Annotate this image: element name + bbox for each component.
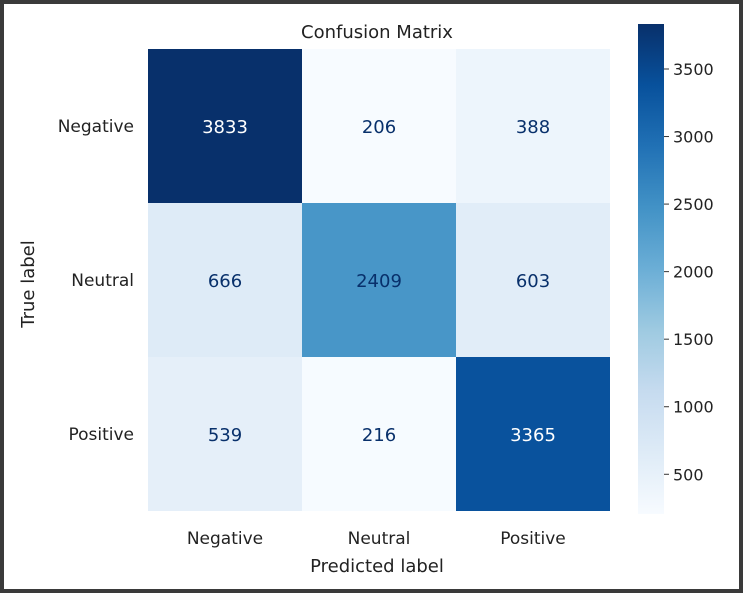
colorbar-ticks: 500 1000 1500 2000 2500 3000 3500 [664,60,714,484]
colorbar-tick-label-4: 2500 [673,195,714,214]
colorbar [638,24,664,514]
heatmap-cell-0-0 [148,49,302,203]
confusion-matrix-chart: Confusion Matrix 3833 206 388 666 2409 603 539… [18,22,714,577]
heatmap-cell-2-2 [456,357,610,511]
y-tick-label-1: Neutral [71,271,134,291]
colorbar-tick-label-1: 1000 [673,398,714,417]
cell-value-1-0: 666 [208,271,242,292]
cell-value-2-0: 539 [208,425,242,446]
heatmap-cell-2-0 [148,357,302,511]
x-tick-labels: Negative Neutral Positive [187,529,566,549]
heatmap-cells [148,49,610,511]
heatmap-cell-0-2 [456,49,610,203]
heatmap-cell-0-1 [302,49,456,203]
x-tick-label-1: Neutral [348,529,411,549]
cell-value-0-0: 3833 [202,117,248,138]
y-tick-label-0: Negative [58,117,134,137]
colorbar-tick-label-0: 500 [673,465,704,484]
cell-value-1-1: 2409 [356,271,402,292]
colorbar-tick-label-6: 3500 [673,60,714,79]
heatmap-cell-1-0 [148,203,302,357]
cell-value-0-1: 206 [362,117,396,138]
chart-title: Confusion Matrix [301,22,453,43]
x-axis-label: Predicted label [310,556,444,577]
heatmap-cell-1-1 [302,203,456,357]
figure: Confusion Matrix 3833 206 388 666 2409 603 539… [4,4,739,589]
x-tick-label-2: Positive [500,529,566,549]
heatmap-cell-2-1 [302,357,456,511]
y-tick-label-2: Positive [68,425,134,445]
cell-value-2-2: 3365 [510,425,556,446]
colorbar-tick-label-5: 3000 [673,128,714,147]
colorbar-tick-label-3: 2000 [673,263,714,282]
y-tick-labels: Negative Neutral Positive [58,117,134,445]
cell-value-2-1: 216 [362,425,396,446]
heatmap-cell-1-2 [456,203,610,357]
y-axis-label: True label [18,240,39,329]
colorbar-tick-label-2: 1500 [673,330,714,349]
cell-value-1-2: 603 [516,271,550,292]
x-tick-label-0: Negative [187,529,263,549]
cell-value-0-2: 388 [516,117,550,138]
cell-value-labels: 3833 206 388 666 2409 603 539 216 3365 [202,117,556,446]
